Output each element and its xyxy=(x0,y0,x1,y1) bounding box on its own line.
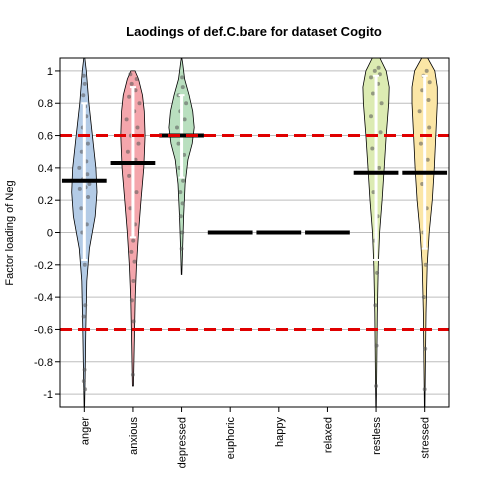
point-stressed-8 xyxy=(419,142,423,146)
point-anxious-10 xyxy=(127,174,131,178)
y-tick-label-6: 0.2 xyxy=(38,195,53,207)
point-anxious-6 xyxy=(131,239,135,243)
point-stressed-13 xyxy=(428,80,432,84)
point-anger-18 xyxy=(86,142,90,146)
y-tick-label-7: 0.4 xyxy=(38,163,53,175)
point-anxious-2 xyxy=(130,298,134,302)
grid-lines xyxy=(60,71,449,394)
point-restless-9 xyxy=(379,130,383,134)
point-anxious-4 xyxy=(133,260,137,264)
x-tick-label-relaxed: relaxed xyxy=(322,417,334,453)
point-depressed-1 xyxy=(180,231,184,235)
point-restless-17 xyxy=(377,66,381,70)
point-anger-25 xyxy=(82,74,86,78)
point-anger-23 xyxy=(81,93,85,97)
x-tick-label-happy: happy xyxy=(274,417,286,447)
point-restless-1 xyxy=(375,344,379,348)
point-depressed-3 xyxy=(181,201,185,205)
point-depressed-4 xyxy=(178,190,182,194)
point-anxious-3 xyxy=(131,279,135,283)
y-tick-label-0: -1 xyxy=(43,389,53,401)
point-anger-10 xyxy=(78,187,82,191)
point-depressed-16 xyxy=(180,75,184,79)
point-restless-16 xyxy=(373,69,377,73)
point-restless-7 xyxy=(377,166,381,170)
point-restless-2 xyxy=(373,303,377,307)
y-tick-label-4: -0.2 xyxy=(34,260,53,272)
y-axis-label: Factor loading of Neg xyxy=(4,180,16,285)
point-anxious-1 xyxy=(132,319,136,323)
y-tick-label-2: -0.6 xyxy=(34,324,53,336)
point-anxious-12 xyxy=(126,150,130,154)
point-anger-14 xyxy=(85,172,89,176)
y-tick-label-9: 0.8 xyxy=(38,98,53,110)
point-restless-12 xyxy=(371,92,375,96)
y-tick-label-1: -0.8 xyxy=(34,357,53,369)
point-depressed-11 xyxy=(183,117,187,121)
point-stressed-9 xyxy=(427,126,431,130)
point-anger-2 xyxy=(83,368,87,372)
point-depressed-5 xyxy=(181,179,185,183)
point-depressed-2 xyxy=(179,214,183,218)
point-restless-0 xyxy=(374,384,378,388)
point-anger-15 xyxy=(77,166,81,170)
point-restless-8 xyxy=(370,147,374,151)
point-anxious-22 xyxy=(135,77,139,81)
x-tick-label-anger: anger xyxy=(79,417,91,445)
point-restless-11 xyxy=(380,101,384,105)
point-depressed-13 xyxy=(184,101,188,105)
point-anxious-16 xyxy=(125,117,129,121)
violin-group-anxious xyxy=(111,71,156,386)
point-stressed-11 xyxy=(427,98,431,102)
point-anxious-13 xyxy=(137,142,141,146)
point-anxious-0 xyxy=(131,373,135,377)
point-stressed-15 xyxy=(425,69,429,73)
point-stressed-10 xyxy=(418,109,422,113)
point-anger-1 xyxy=(83,387,87,391)
x-tick-label-depressed: depressed xyxy=(177,417,189,468)
point-anger-0 xyxy=(82,379,86,383)
point-depressed-8 xyxy=(177,142,181,146)
violin-group-depressed xyxy=(159,58,204,275)
point-depressed-0 xyxy=(180,247,184,251)
point-anxious-15 xyxy=(136,126,140,130)
point-anxious-9 xyxy=(135,190,139,194)
point-anxious-23 xyxy=(128,72,132,76)
point-anger-9 xyxy=(86,195,90,199)
x-tick-label-anxious: anxious xyxy=(128,417,140,455)
point-stressed-3 xyxy=(424,263,428,267)
y-tick-label-8: 0.6 xyxy=(38,131,53,143)
point-stressed-0 xyxy=(423,387,427,391)
point-anxious-5 xyxy=(129,250,133,254)
point-anger-8 xyxy=(79,206,83,210)
x-tick-label-euphoric: euphoric xyxy=(225,417,237,460)
point-anger-24 xyxy=(83,82,87,86)
point-anxious-19 xyxy=(127,95,131,99)
point-stressed-1 xyxy=(423,347,427,351)
point-restless-14 xyxy=(369,75,373,79)
point-anger-3 xyxy=(82,315,86,319)
x-tick-label-restless: restless xyxy=(371,417,383,455)
x-tick-label-stressed: stressed xyxy=(420,417,432,459)
y-tick-label-5: 0 xyxy=(47,228,53,240)
point-anxious-18 xyxy=(138,101,142,105)
y-tick-label-10: 1 xyxy=(47,66,53,78)
point-depressed-10 xyxy=(175,126,179,130)
point-anger-4 xyxy=(83,303,87,307)
chart-title: Laodings of def.C.bare for dataset Cogit… xyxy=(126,24,382,39)
point-restless-10 xyxy=(369,114,373,118)
point-anxious-21 xyxy=(130,82,134,86)
point-anger-5 xyxy=(83,263,87,267)
y-tick-label-3: -0.4 xyxy=(34,292,53,304)
point-restless-3 xyxy=(375,271,379,275)
point-stressed-7 xyxy=(426,158,430,162)
point-stressed-2 xyxy=(422,295,426,299)
point-depressed-15 xyxy=(181,85,185,89)
